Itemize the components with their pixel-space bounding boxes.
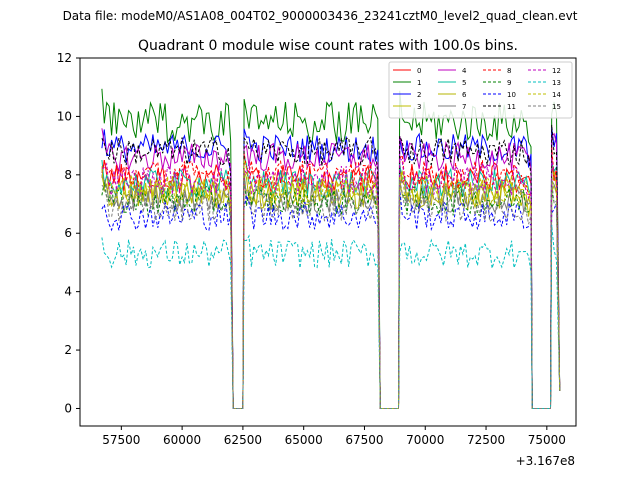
series-line-9 xyxy=(101,175,561,409)
series-line-10 xyxy=(101,188,561,409)
legend-label: 1 xyxy=(417,79,421,87)
x-tick-label: 72500 xyxy=(467,433,505,447)
legend-label: 13 xyxy=(552,79,561,87)
legend-label: 15 xyxy=(552,103,561,111)
y-tick-label: 8 xyxy=(64,168,72,182)
x-tick-label: 65000 xyxy=(285,433,323,447)
x-offset-label: +3.167e8 xyxy=(516,454,575,468)
series-line-13 xyxy=(101,224,561,409)
legend-label: 14 xyxy=(552,91,561,99)
x-tick-label: 60000 xyxy=(163,433,201,447)
legend-label: 8 xyxy=(507,67,511,75)
y-tick-label: 6 xyxy=(64,226,72,240)
legend-label: 9 xyxy=(507,79,511,87)
legend-label: 6 xyxy=(462,91,467,99)
y-tick-label: 0 xyxy=(64,401,72,415)
legend-label: 3 xyxy=(417,103,421,111)
chart-title: Quadrant 0 module wise count rates with … xyxy=(138,38,518,54)
legend-label: 10 xyxy=(507,91,516,99)
series-line-14 xyxy=(101,160,561,409)
plot-frame xyxy=(79,57,577,427)
series-line-11 xyxy=(101,124,561,409)
x-tick-label: 57500 xyxy=(102,433,140,447)
series-line-7 xyxy=(101,171,561,409)
series-layer xyxy=(101,88,561,409)
y-axis: 0 2 4 6 8 10 12 xyxy=(57,51,80,415)
legend-label: 5 xyxy=(462,79,466,87)
legend-label: 0 xyxy=(417,67,421,75)
legend-label: 2 xyxy=(417,91,421,99)
x-tick-label: 70000 xyxy=(406,433,444,447)
series-line-12 xyxy=(101,156,561,409)
x-tick-label: 62500 xyxy=(224,433,262,447)
series-line-6 xyxy=(101,169,561,409)
y-tick-label: 10 xyxy=(57,109,72,123)
legend-box xyxy=(388,61,573,119)
legend-label: 11 xyxy=(507,103,516,111)
legend-label: 12 xyxy=(552,67,561,75)
y-tick-label: 2 xyxy=(64,343,72,357)
y-tick-label: 4 xyxy=(64,285,72,299)
x-tick-label: 67500 xyxy=(345,433,383,447)
legend-label: 4 xyxy=(462,67,467,75)
series-line-4 xyxy=(101,128,561,409)
data-file-label: Data file: modeM0/AS1A08_004T02_90000034… xyxy=(63,9,578,23)
y-tick-label: 12 xyxy=(57,51,72,65)
x-axis: 57500 60000 62500 65000 67500 70000 72500 75000 xyxy=(102,426,566,447)
x-tick-label: 75000 xyxy=(528,433,566,447)
legend-label: 7 xyxy=(462,103,466,111)
